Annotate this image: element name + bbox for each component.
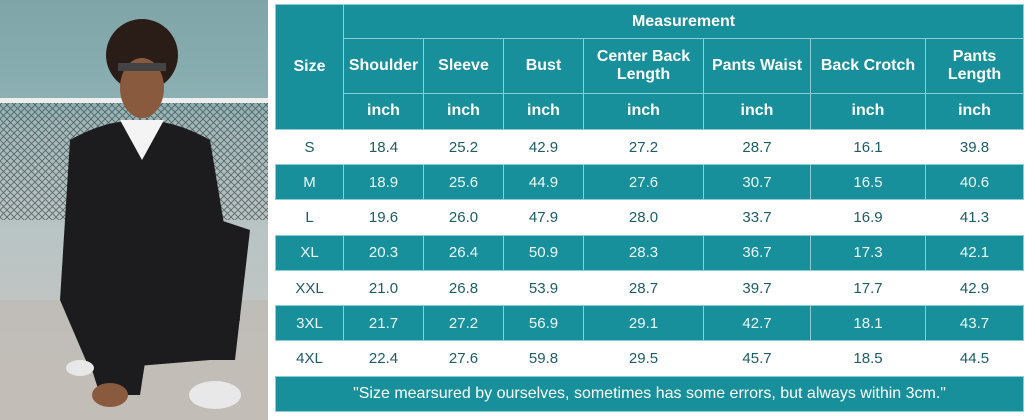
value-cell: 28.0 — [583, 199, 704, 236]
value-cell: 18.5 — [810, 340, 926, 377]
value-cell: 27.6 — [583, 164, 704, 201]
value-cell: 41.3 — [924, 199, 1025, 236]
unit-header: inch — [583, 92, 704, 130]
value-cell: 19.6 — [343, 199, 424, 236]
table-row: XL 20.3 26.4 50.9 28.3 36.7 17.3 42.1 — [275, 234, 1025, 271]
column-header: Bust — [503, 38, 584, 94]
size-cell: 4XL — [275, 340, 344, 377]
value-cell: 39.8 — [924, 128, 1025, 166]
column-header: Pants Length — [924, 38, 1025, 94]
value-cell: 27.6 — [423, 340, 504, 377]
table-row: L 19.6 26.0 47.9 28.0 33.7 16.9 41.3 — [275, 199, 1025, 236]
table-row: 3XL 21.7 27.2 56.9 29.1 42.7 18.1 43.7 — [275, 305, 1025, 342]
unit-header: inch — [503, 92, 584, 130]
value-cell: 17.3 — [810, 234, 926, 271]
table-row: 4XL 22.4 27.6 59.8 29.5 45.7 18.5 44.5 — [275, 340, 1025, 377]
measurement-header: Measurement — [342, 3, 1025, 40]
value-cell: 53.9 — [503, 269, 584, 307]
size-cell: S — [275, 128, 344, 166]
value-cell: 20.3 — [343, 234, 424, 271]
value-cell: 30.7 — [703, 164, 811, 201]
size-chart-table: Size Measurement Shoulder Sleeve Bust Cente… — [274, 3, 1025, 413]
value-cell: 26.0 — [423, 199, 504, 236]
value-cell: 26.4 — [423, 234, 504, 271]
size-cell: L — [275, 199, 344, 236]
value-cell: 22.4 — [343, 340, 424, 377]
value-cell: 39.7 — [703, 269, 811, 307]
value-cell: 43.7 — [924, 305, 1025, 342]
value-cell: 44.9 — [503, 164, 584, 201]
value-cell: 59.8 — [503, 340, 584, 377]
column-header: Pants Waist — [703, 38, 811, 94]
value-cell: 16.5 — [810, 164, 926, 201]
value-cell: 28.7 — [583, 269, 704, 307]
unit-header: inch — [810, 92, 926, 130]
size-header: Size — [275, 4, 344, 130]
value-cell: 27.2 — [423, 305, 504, 342]
value-cell: 40.6 — [924, 164, 1025, 201]
unit-header: inch — [343, 92, 424, 130]
value-cell: 42.7 — [703, 305, 811, 342]
size-cell: M — [275, 164, 344, 201]
column-header: Center Back Length — [583, 38, 704, 94]
table-row: XXL 21.0 26.8 53.9 28.7 39.7 17.7 42.9 — [275, 269, 1025, 307]
size-cell: 3XL — [275, 305, 344, 342]
column-header: Back Crotch — [810, 38, 926, 94]
size-cell: XXL — [275, 269, 344, 307]
value-cell: 25.2 — [423, 128, 504, 166]
value-cell: 45.7 — [703, 340, 811, 377]
value-cell: 29.1 — [583, 305, 704, 342]
column-header: Shoulder — [343, 38, 424, 94]
table-row: M 18.9 25.6 44.9 27.6 30.7 16.5 40.6 — [275, 164, 1025, 201]
value-cell: 33.7 — [703, 199, 811, 236]
measurement-note: "Size mearsured by ourselves, sometimes … — [274, 375, 1025, 413]
value-cell: 28.3 — [583, 234, 704, 271]
value-cell: 56.9 — [503, 305, 584, 342]
value-cell: 44.5 — [924, 340, 1025, 377]
value-cell: 25.6 — [423, 164, 504, 201]
column-header: Sleeve — [423, 38, 504, 94]
value-cell: 21.7 — [343, 305, 424, 342]
value-cell: 29.5 — [583, 340, 704, 377]
value-cell: 47.9 — [503, 199, 584, 236]
table-row: S 18.4 25.2 42.9 27.2 28.7 16.1 39.8 — [275, 128, 1025, 166]
value-cell: 16.1 — [810, 128, 926, 166]
value-cell: 50.9 — [503, 234, 584, 271]
value-cell: 42.9 — [924, 269, 1025, 307]
value-cell: 28.7 — [703, 128, 811, 166]
value-cell: 16.9 — [810, 199, 926, 236]
size-cell: XL — [275, 234, 344, 271]
value-cell: 17.7 — [810, 269, 926, 307]
model-illustration — [0, 19, 268, 420]
value-cell: 18.4 — [343, 128, 424, 166]
unit-header: inch — [423, 92, 504, 130]
unit-header: inch — [924, 92, 1025, 130]
value-cell: 18.9 — [343, 164, 424, 201]
value-cell: 26.8 — [423, 269, 504, 307]
value-cell: 36.7 — [703, 234, 811, 271]
value-cell: 21.0 — [343, 269, 424, 307]
value-cell: 42.1 — [924, 234, 1025, 271]
value-cell: 18.1 — [810, 305, 926, 342]
unit-header: inch — [703, 92, 811, 130]
model-photo — [0, 0, 268, 420]
value-cell: 42.9 — [503, 128, 584, 166]
value-cell: 27.2 — [583, 128, 704, 166]
